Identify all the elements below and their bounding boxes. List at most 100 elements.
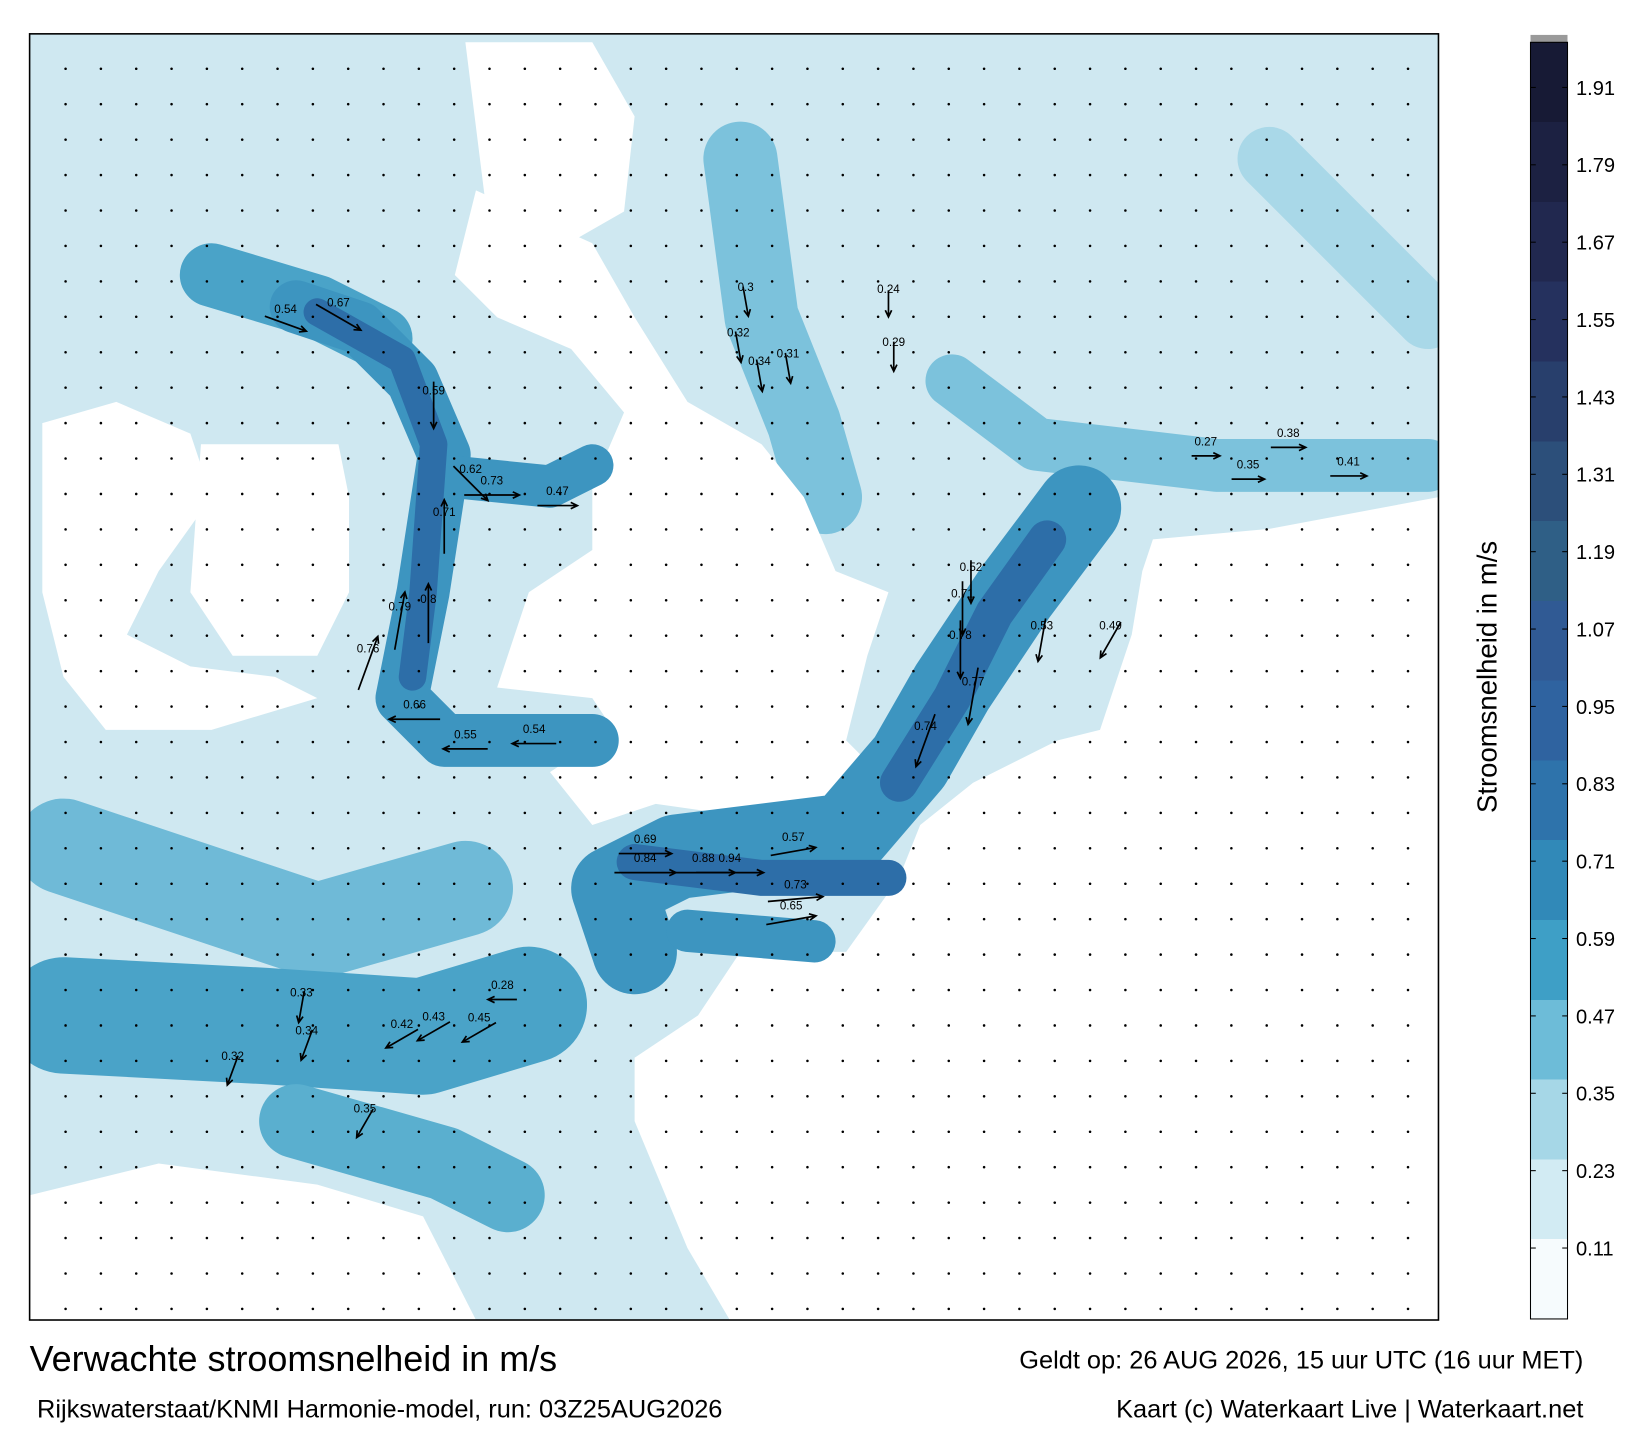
grid-dot (205, 1236, 209, 1240)
grid-dot (1230, 350, 1233, 354)
grid-dot (664, 1236, 668, 1240)
grid-dot (947, 209, 951, 212)
grid-dot (99, 280, 103, 283)
grid-dot (1265, 280, 1268, 283)
grid-dot (841, 988, 845, 992)
grid-dot (488, 67, 491, 71)
grid-dot (1406, 209, 1410, 212)
grid-dot (1336, 1272, 1339, 1275)
grid-dot (841, 1130, 845, 1134)
grid-dot (452, 102, 456, 106)
grid-dot (346, 386, 350, 389)
grid-dot (558, 953, 562, 956)
grid-dot (1230, 102, 1233, 106)
grid-dot (276, 1236, 279, 1240)
grid-dot (770, 457, 774, 460)
grid-dot (1406, 1165, 1410, 1169)
current-arrow (393, 590, 408, 650)
grid-dot (488, 705, 491, 708)
grid-dot (1018, 917, 1021, 921)
grid-dot (134, 669, 138, 673)
grid-dot (735, 1024, 739, 1027)
grid-dot (205, 421, 209, 425)
grid-dot (452, 882, 456, 885)
grid-dot (1336, 244, 1339, 248)
grid-dot (417, 138, 421, 141)
grid-dot (346, 244, 350, 248)
grid-dot (1124, 1059, 1127, 1063)
grid-dot (912, 1095, 915, 1098)
grid-dot (594, 67, 597, 71)
grid-dot (1371, 776, 1374, 779)
grid-dot (99, 776, 103, 779)
grid-dot (1088, 598, 1092, 602)
grid-dot (1088, 138, 1092, 141)
grid-dot (382, 776, 385, 779)
grid-dot (488, 350, 491, 354)
grid-dot (1053, 988, 1057, 992)
grid-dot (594, 421, 597, 425)
grid-dot (346, 634, 350, 637)
grid-dot (1230, 776, 1233, 779)
grid-dot (1124, 847, 1127, 850)
grid-dot (1336, 1236, 1339, 1240)
grid-dot (488, 634, 491, 637)
grid-dot (523, 882, 527, 885)
grid-dot (1406, 528, 1410, 531)
grid-dot (1265, 244, 1268, 248)
grid-dot (841, 776, 845, 779)
grid-dot (664, 847, 668, 850)
grid-dot (1159, 1095, 1162, 1098)
grid-dot (1194, 1095, 1198, 1098)
grid-dot (1159, 776, 1162, 779)
grid-dot (700, 705, 703, 708)
grid-dot (1371, 138, 1374, 141)
grid-dot (735, 953, 739, 956)
grid-dot (558, 917, 562, 921)
grid-dot (664, 634, 668, 637)
grid-dot (558, 102, 562, 106)
grid-dot (1371, 315, 1374, 319)
grid-dot (417, 315, 421, 319)
grid-dot (1336, 315, 1339, 319)
grid-dot (806, 244, 809, 248)
grid-dot (735, 421, 739, 425)
grid-dot (770, 67, 774, 71)
grid-dot (64, 847, 67, 850)
grid-dot (770, 386, 774, 389)
grid-dot (629, 421, 633, 425)
grid-dot (841, 1236, 845, 1240)
grid-dot (982, 102, 986, 106)
colorbar-tick-label: 0.35 (1576, 1084, 1615, 1106)
grid-dot (99, 563, 103, 567)
grid-dot (99, 102, 103, 106)
grid-dot (876, 669, 880, 673)
grid-dot (311, 598, 315, 602)
current-arrow (225, 1055, 239, 1087)
grid-dot (594, 386, 597, 389)
grid-dot (205, 917, 209, 921)
grid-dot (1124, 102, 1127, 106)
grid-dot (1159, 457, 1162, 460)
grid-dot (1124, 528, 1127, 531)
grid-dot (1371, 598, 1374, 602)
grid-dot (99, 847, 103, 850)
grid-dot (1194, 1130, 1198, 1134)
grid-dot (1018, 350, 1021, 354)
grid-dot (1018, 173, 1021, 177)
grid-dot (735, 705, 739, 708)
grid-dot (1230, 847, 1233, 850)
grid-dot (417, 1165, 421, 1169)
grid-dot (806, 563, 809, 567)
speed-label: 0.57 (782, 831, 805, 844)
grid-dot (1159, 847, 1162, 850)
speed-label: 0.66 (403, 699, 426, 712)
grid-dot (1300, 598, 1304, 602)
grid-dot (1300, 350, 1304, 354)
grid-dot (382, 634, 385, 637)
grid-dot (700, 1272, 703, 1275)
grid-dot (170, 1201, 173, 1204)
grid-dot (1406, 1201, 1410, 1204)
grid-dot (700, 457, 703, 460)
grid-dot (1053, 1024, 1057, 1027)
